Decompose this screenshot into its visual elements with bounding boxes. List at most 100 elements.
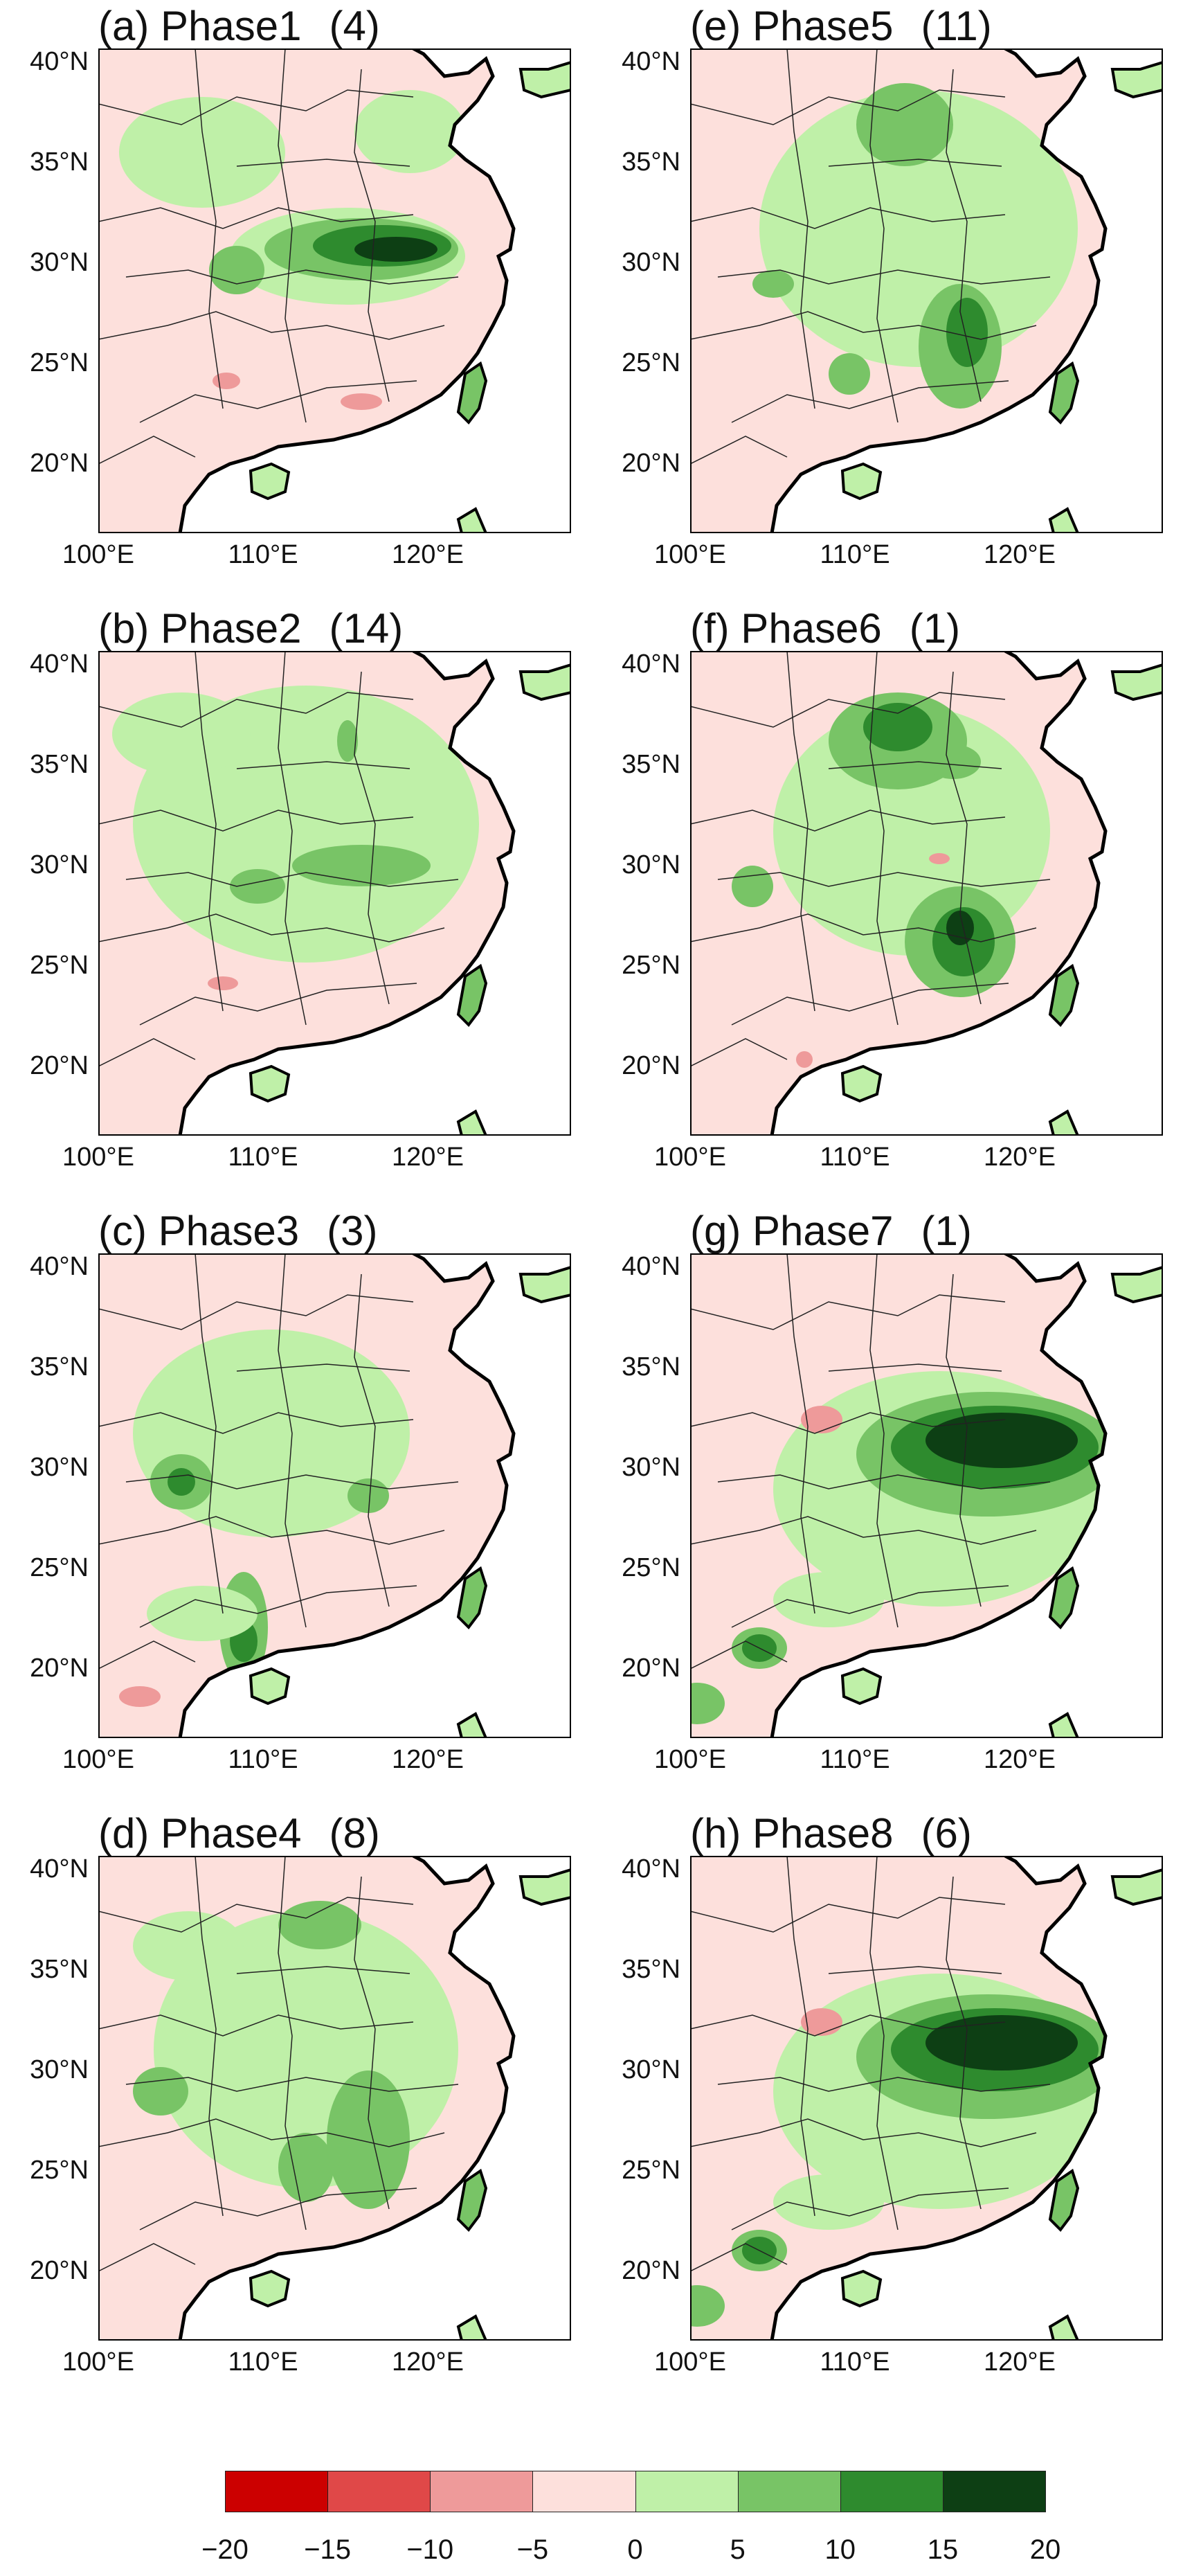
- province-boundary: [828, 159, 1002, 167]
- province-boundary: [278, 1253, 307, 1628]
- map-panel-c: (c) Phase3 (3) 40°N 35°N 30°N 25°N 20°N 100°E 11…: [0, 1210, 571, 1807]
- province-boundary: [786, 48, 815, 409]
- province-boundary: [690, 1516, 1037, 1545]
- colorbar-segment: [327, 2471, 431, 2512]
- province-boundary: [195, 1253, 224, 1614]
- latitude-label: 30°N: [30, 1453, 89, 1482]
- anomaly-contour: [208, 976, 238, 990]
- island: [249, 1667, 291, 1706]
- latitude-label: 35°N: [622, 1955, 680, 1984]
- map-frame: [690, 1856, 1163, 2341]
- longitude-label: 120°E: [392, 1143, 464, 1172]
- province-boundary: [195, 1856, 224, 2217]
- map-panel-f: (f) Phase6 (1) 40°N 35°N 30°N 25°N 20°N 100°E 11…: [592, 608, 1163, 1205]
- anomaly-contour: [133, 1911, 244, 1980]
- latitude-label: 25°N: [622, 348, 680, 377]
- province-boundary: [139, 1585, 417, 1628]
- longitude-label: 120°E: [392, 1745, 464, 1774]
- island: [456, 1566, 488, 1630]
- latitude-label: 25°N: [30, 1553, 89, 1582]
- panel-count: (1): [921, 1208, 972, 1254]
- colorbar-segment: [225, 2471, 329, 2512]
- province-boundary: [98, 1038, 196, 1067]
- island: [1048, 963, 1080, 1028]
- longitude-label: 110°E: [820, 1143, 890, 1172]
- province-boundary: [786, 651, 815, 1012]
- panel-count: (11): [921, 3, 992, 49]
- province-boundary: [236, 1363, 410, 1372]
- colorbar-tick-label: −10: [406, 2534, 454, 2565]
- anomaly-contour: [147, 1586, 258, 1641]
- coastline: [770, 48, 1108, 533]
- anomaly-contour: [168, 1468, 195, 1496]
- province-boundary: [98, 89, 414, 125]
- anomaly-contour: [341, 393, 382, 410]
- panel-count: (8): [329, 1810, 380, 1857]
- anomaly-contour: [119, 1686, 161, 1707]
- map-frame: [98, 1253, 571, 1738]
- latitude-label: 30°N: [30, 2055, 89, 2084]
- anomaly-contour: [209, 246, 264, 294]
- longitude-label: 100°E: [62, 1745, 134, 1774]
- province-boundary: [278, 651, 307, 1026]
- panel-label: (c) Phase3: [98, 1208, 300, 1254]
- island: [456, 963, 488, 1028]
- latitude-label: 40°N: [622, 47, 680, 76]
- province-boundary: [354, 671, 390, 1005]
- island: [840, 1667, 883, 1706]
- province-boundary: [139, 2188, 417, 2230]
- island: [1048, 361, 1080, 425]
- anomaly-contour: [119, 97, 285, 208]
- province-boundary: [690, 311, 1037, 340]
- map-frame: [690, 1253, 1163, 1738]
- province-boundary: [195, 48, 224, 409]
- island: [249, 2269, 291, 2308]
- province-boundary: [195, 651, 224, 1012]
- latitude-label: 30°N: [30, 850, 89, 879]
- island: [1048, 1566, 1080, 1630]
- colorbar-tick-label: −5: [516, 2534, 549, 2565]
- anomaly-contour: [133, 2067, 188, 2116]
- map-frame: [690, 48, 1163, 533]
- longitude-label: 100°E: [62, 1143, 134, 1172]
- anomaly-contour: [796, 1051, 813, 1068]
- longitude-label: 110°E: [228, 1143, 298, 1172]
- province-boundary: [98, 1516, 445, 1545]
- province-boundary: [354, 1876, 390, 2210]
- province-boundary: [946, 1876, 982, 2210]
- longitude-label: 120°E: [984, 2347, 1056, 2377]
- panel-label: (f) Phase6: [690, 605, 882, 652]
- province-boundary: [946, 1273, 982, 1607]
- latitude-label: 30°N: [622, 2055, 680, 2084]
- precip-anomaly-map: [690, 651, 1163, 1136]
- province-boundary: [690, 89, 1006, 125]
- province-boundary: [717, 2077, 1051, 2092]
- province-boundary: [717, 1474, 1051, 1490]
- panel-title: (h) Phase8 (6): [690, 1813, 1000, 1854]
- province-boundary: [731, 1585, 1009, 1628]
- colorbar-segment: [635, 2471, 739, 2512]
- province-boundary: [690, 1412, 1006, 1434]
- island: [1048, 2314, 1080, 2341]
- province-boundary: [690, 2014, 1006, 2037]
- map-panel-d: (d) Phase4 (8) 40°N 35°N 30°N 25°N 20°N 100°E 11…: [0, 1813, 571, 2410]
- island: [1110, 1868, 1163, 1906]
- anomaly-contour: [278, 1901, 361, 1949]
- island: [1048, 1109, 1080, 1136]
- anomaly-contour: [759, 90, 1078, 367]
- anomaly-contour: [752, 270, 794, 298]
- anomaly-contour: [856, 83, 953, 166]
- panel-label: (h) Phase8: [690, 1810, 894, 1857]
- province-boundary: [98, 2243, 196, 2272]
- province-boundary: [98, 1897, 414, 1933]
- province-boundary: [125, 269, 459, 285]
- anomaly-contour: [690, 2285, 725, 2327]
- anomaly-contour: [354, 237, 437, 262]
- coastline: [178, 48, 516, 533]
- province-boundary: [786, 1253, 815, 1614]
- province-boundary: [125, 2077, 459, 2092]
- latitude-label: 35°N: [30, 750, 89, 779]
- anomaly-contour: [829, 353, 870, 395]
- anomaly-contour: [112, 692, 251, 776]
- latitude-label: 35°N: [30, 147, 89, 177]
